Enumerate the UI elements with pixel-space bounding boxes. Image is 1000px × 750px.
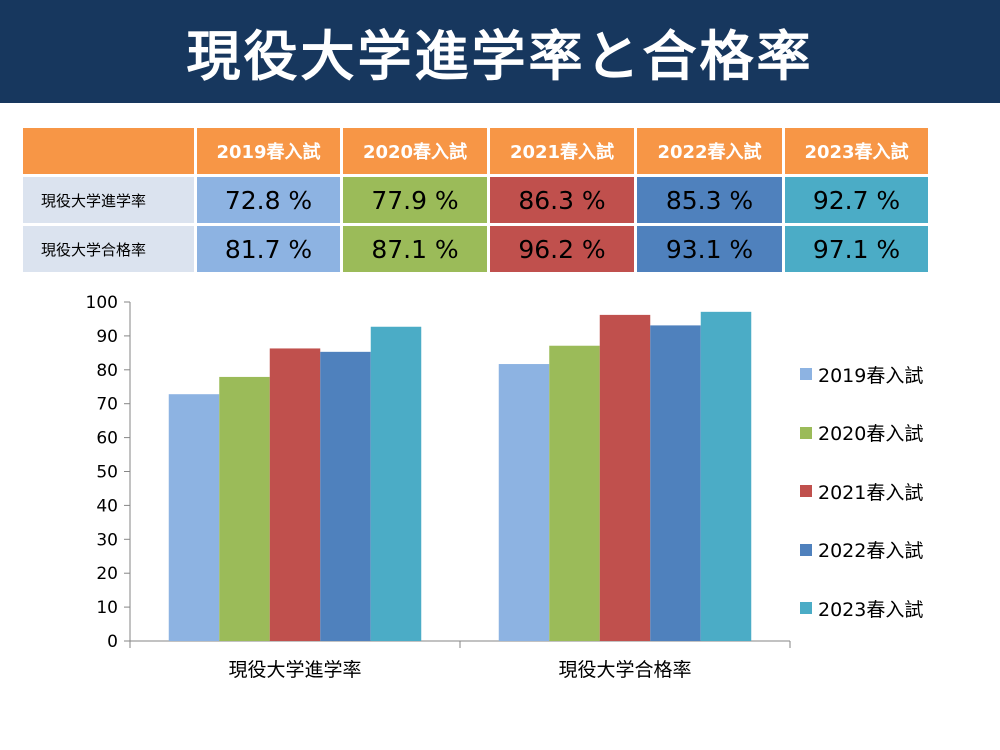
table-cell: 81.7 % [197,226,340,272]
table-header-cell: 2023春入試 [785,128,928,174]
legend-label: 2022春入試 [818,540,924,563]
y-tick-label: 10 [96,598,118,618]
table-cell: 87.1 % [343,226,487,272]
y-tick-label: 0 [107,632,118,652]
page-title: 現役大学進学率と合格率 [186,25,814,88]
row-label: 現役大学進学率 [23,177,194,223]
legend-swatch [800,368,812,381]
table-row: 現役大学進学率 72.8 % 77.9 % 86.3 % 85.3 % 92.7… [23,177,928,223]
legend-swatch [800,602,812,615]
y-tick-label: 30 [96,530,118,550]
y-tick-label: 20 [96,564,118,584]
legend-label: 2020春入試 [818,423,924,446]
legend-swatch [800,426,812,439]
bar [219,376,270,641]
table-row: 現役大学合格率 81.7 % 87.1 % 96.2 % 93.1 % 97.1… [23,226,928,272]
bar-chart: 0 10 20 30 40 50 60 70 80 90 100 現役大学進学率 現役大学合格率 [86,293,791,681]
table-header-cell: 2019春入試 [197,128,340,174]
legend-label: 2023春入試 [818,598,924,621]
legend-item: 2021春入試 [800,462,923,521]
bar [498,364,550,641]
bar [599,314,651,641]
y-tick-label: 60 [96,429,118,449]
table-corner-cell [23,128,194,174]
legend-swatch [800,543,812,556]
legend-item: 2019春入試 [800,345,923,404]
rates-table: 2019春入試 2020春入試 2021春入試 2022春入試 2023春入試 … [20,125,931,275]
table-header-cell: 2020春入試 [343,128,487,174]
table-cell: 72.8 % [197,177,340,223]
bar [320,351,371,641]
table-cell: 86.3 % [490,177,634,223]
legend-item: 2022春入試 [800,521,923,580]
table-cell: 85.3 % [637,177,782,223]
legend-item: 2020春入試 [800,404,923,463]
table-cell: 96.2 % [490,226,634,272]
y-tick-label: 80 [96,361,118,381]
bar [549,345,600,641]
table-cell: 92.7 % [785,177,928,223]
legend-item: 2023春入試 [800,579,923,638]
bar [370,326,422,641]
legend-label: 2021春入試 [818,481,924,504]
x-tick-label: 現役大学進学率 [228,659,361,681]
bar [168,394,220,641]
table-header-cell: 2022春入試 [637,128,782,174]
chart-legend: 2019春入試 2020春入試 2021春入試 2022春入試 2023春入試 [800,345,923,638]
y-tick-label: 100 [86,293,118,313]
title-bar: 現役大学進学率と合格率 [0,0,1000,103]
bar [700,311,752,641]
table-cell: 77.9 % [343,177,487,223]
row-label: 現役大学合格率 [23,226,194,272]
x-tick-label: 現役大学合格率 [558,659,691,681]
table-header-row: 2019春入試 2020春入試 2021春入試 2022春入試 2023春入試 [23,128,928,174]
y-tick-label: 90 [96,327,118,347]
y-tick-label: 40 [96,496,118,516]
y-tick-label: 50 [96,463,118,483]
table-header-cell: 2021春入試 [490,128,634,174]
table-cell: 97.1 % [785,226,928,272]
legend-label: 2019春入試 [818,364,924,387]
bar [269,348,321,641]
bar [650,325,701,641]
legend-swatch [800,485,812,498]
table-cell: 93.1 % [637,226,782,272]
y-tick-label: 70 [96,395,118,415]
